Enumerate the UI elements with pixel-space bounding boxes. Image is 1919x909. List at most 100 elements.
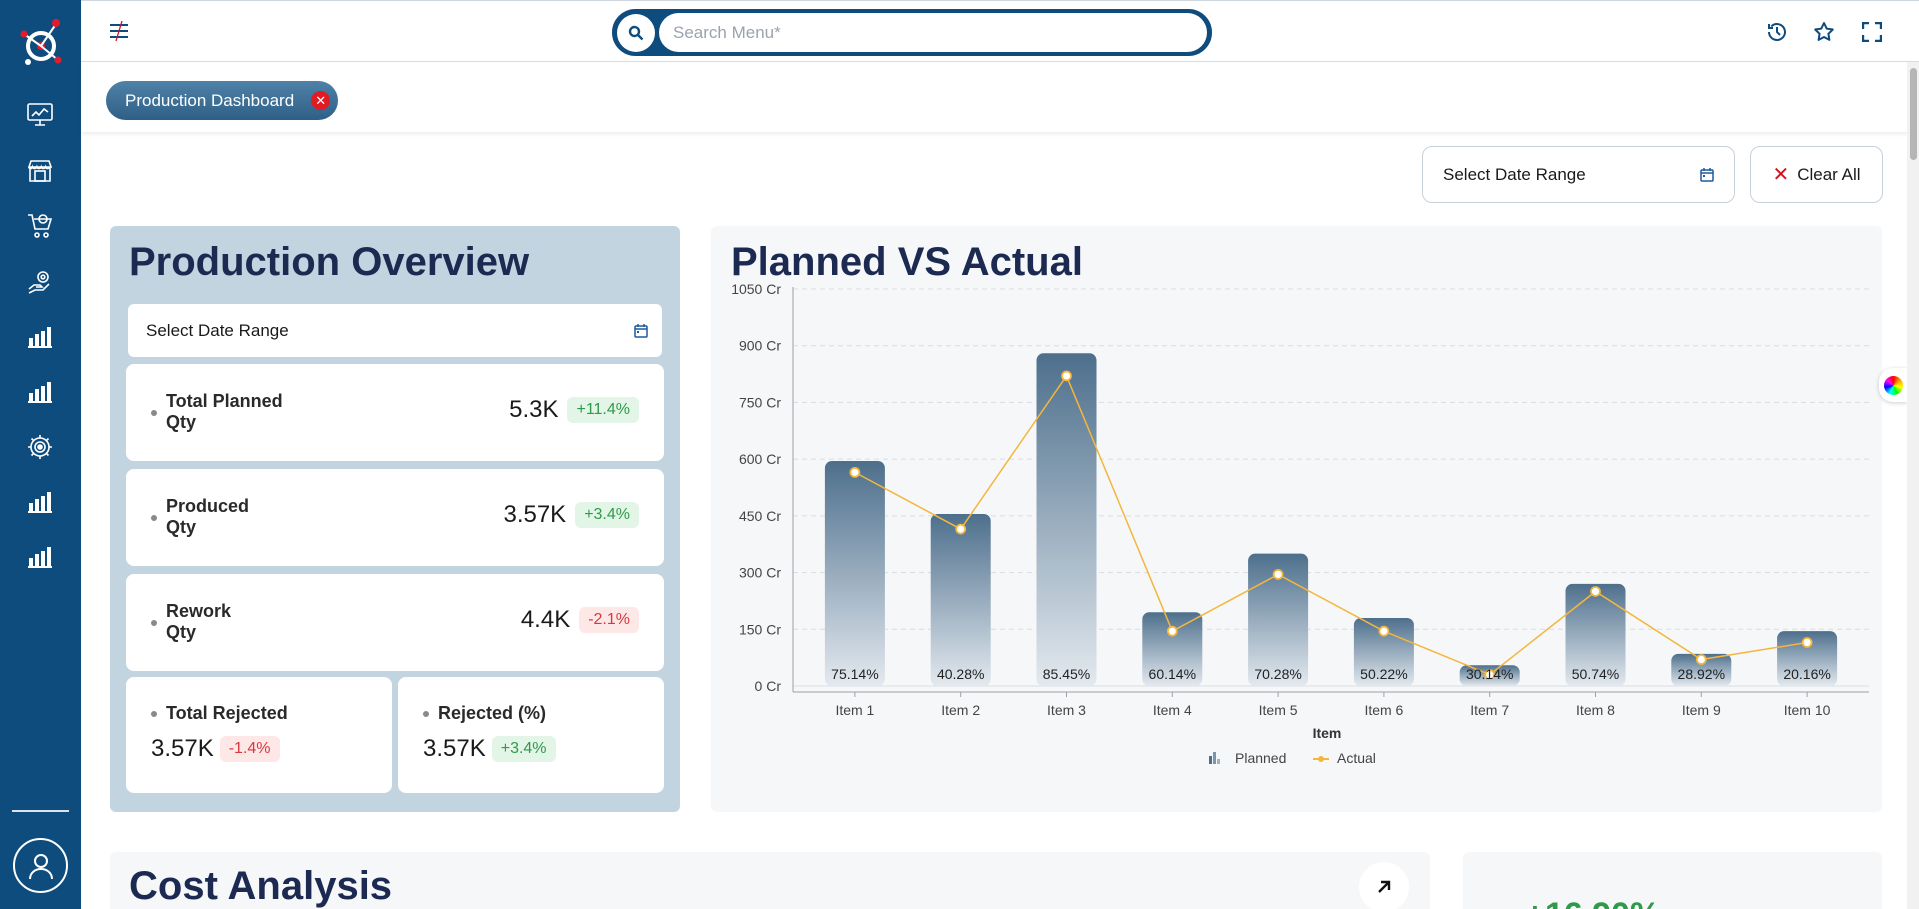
bar-data-label: 50.22% bbox=[1360, 666, 1407, 682]
tab-production-dashboard[interactable]: Production Dashboard ✕ bbox=[106, 81, 339, 120]
stat-card-produced: Produced Qty 3.57K +3.4% bbox=[126, 469, 664, 566]
kpi-percent: +16.90% bbox=[1525, 896, 1660, 909]
stat-label: Rework Qty bbox=[166, 601, 232, 642]
bar-planned bbox=[1671, 653, 1732, 686]
actual-point bbox=[1378, 625, 1390, 637]
search-bar bbox=[612, 9, 1212, 56]
stat-label: Total Planned Qty bbox=[166, 391, 283, 432]
stat-label: Total Rejected bbox=[166, 703, 288, 723]
legend-actual-label[interactable]: Actual bbox=[1337, 750, 1376, 766]
y-tick-label: 750 Cr bbox=[739, 394, 781, 410]
y-tick-label: 450 Cr bbox=[739, 508, 781, 524]
sidebar-divider bbox=[12, 810, 69, 812]
x-tick-label: Item 6 bbox=[1364, 702, 1403, 718]
menu-toggle-icon[interactable] bbox=[107, 19, 131, 43]
bar-chart-icon[interactable] bbox=[25, 377, 55, 407]
planned-vs-actual-panel: Planned VS Actual 0 Cr 150 Cr 300 Cr 450 Cr… bbox=[711, 226, 1882, 812]
bar-planned bbox=[1036, 353, 1097, 686]
calendar-icon bbox=[634, 323, 648, 338]
stat-card-total-rejected: Total Rejected 3.57K -1.4% bbox=[126, 677, 392, 793]
legend-planned-icon[interactable] bbox=[1209, 752, 1220, 764]
x-axis-title: Item bbox=[1313, 725, 1342, 741]
bar-chart-icon[interactable] bbox=[25, 322, 55, 352]
actual-line bbox=[854, 374, 1808, 676]
hand-gear-icon[interactable] bbox=[25, 267, 55, 297]
bar-planned bbox=[1142, 612, 1203, 686]
theme-picker-button[interactable] bbox=[1879, 368, 1907, 402]
actual-point bbox=[1590, 586, 1601, 597]
overview-date-range-picker[interactable]: Select Date Range bbox=[128, 304, 662, 357]
bar-data-label: 30.14% bbox=[1466, 666, 1513, 682]
date-range-label: Select Date Range bbox=[1443, 164, 1586, 184]
bullet-dot bbox=[151, 410, 157, 416]
bar-planned bbox=[930, 513, 991, 686]
planned-vs-actual-chart: 0 Cr 150 Cr 300 Cr 450 Cr 600 Cr 750 Cr 900 Cr… bbox=[731, 281, 1869, 766]
cost-analysis-panel: Cost Analysis bbox=[110, 852, 1430, 909]
cart-icon[interactable] bbox=[25, 211, 55, 241]
bar-data-label: 75.14% bbox=[831, 666, 878, 682]
bar-planned bbox=[1565, 583, 1626, 686]
panel-title: Cost Analysis bbox=[129, 864, 393, 908]
bullet-dot bbox=[151, 711, 157, 717]
top-bar bbox=[81, 0, 1919, 62]
legend-actual-icon[interactable] bbox=[1313, 756, 1329, 762]
bar-data-label: 20.16% bbox=[1783, 666, 1830, 682]
panel-title: Production Overview bbox=[129, 240, 530, 284]
actual-point bbox=[1166, 625, 1178, 637]
legend-planned-label[interactable]: Planned bbox=[1235, 750, 1286, 766]
date-range-picker[interactable]: Select Date Range bbox=[1422, 146, 1735, 203]
bar-planned bbox=[1248, 553, 1309, 686]
actual-point bbox=[1272, 569, 1284, 580]
bar-data-label: 50.74% bbox=[1572, 666, 1619, 682]
monitor-dashboard-icon[interactable] bbox=[25, 100, 55, 130]
bar-data-label: 70.28% bbox=[1254, 666, 1301, 682]
date-range-label: Select Date Range bbox=[146, 320, 289, 340]
expand-button[interactable] bbox=[1359, 862, 1409, 909]
user-avatar-icon[interactable] bbox=[13, 838, 68, 893]
y-tick-label: 1050 Cr bbox=[731, 281, 781, 297]
bar-chart-icon[interactable] bbox=[25, 487, 55, 517]
bar-planned bbox=[1353, 617, 1414, 686]
stat-card-total-planned: Total Planned Qty 5.3K +11.4% bbox=[126, 364, 664, 461]
trend-badge: -1.4% bbox=[219, 736, 280, 762]
stat-value: 3.57K bbox=[423, 735, 486, 762]
close-icon: ✕ bbox=[1772, 164, 1790, 186]
calendar-icon bbox=[1700, 167, 1714, 182]
actual-point bbox=[849, 466, 861, 478]
stat-value: 3.57K bbox=[503, 501, 567, 528]
clear-all-button[interactable]: ✕ Clear All bbox=[1750, 146, 1883, 203]
bar-data-label: 40.28% bbox=[937, 666, 984, 682]
stat-card-rejected-percent: Rejected (%) 3.57K +3.4% bbox=[398, 677, 664, 793]
x-tick-label: Item 3 bbox=[1047, 702, 1086, 718]
star-icon[interactable] bbox=[1811, 19, 1837, 45]
x-tick-label: Item 1 bbox=[835, 702, 874, 718]
trend-badge: +11.4% bbox=[567, 397, 639, 423]
search-icon[interactable] bbox=[617, 13, 655, 52]
bar-data-label: 60.14% bbox=[1149, 666, 1196, 682]
app-logo-icon[interactable] bbox=[18, 16, 64, 72]
history-icon[interactable] bbox=[1764, 19, 1790, 45]
y-tick-label: 150 Cr bbox=[739, 621, 781, 637]
store-icon[interactable] bbox=[25, 156, 55, 186]
y-tick-label: 300 Cr bbox=[739, 565, 781, 581]
scroll-thumb[interactable] bbox=[1910, 68, 1917, 160]
close-icon[interactable]: ✕ bbox=[311, 91, 331, 110]
bar-data-label: 28.92% bbox=[1678, 666, 1725, 682]
sidebar bbox=[0, 0, 81, 909]
x-tick-label: Item 9 bbox=[1682, 702, 1721, 718]
kpi-card: +16.90% bbox=[1463, 852, 1882, 909]
page-scrollbar[interactable] bbox=[1907, 62, 1919, 909]
search-input[interactable] bbox=[659, 13, 1207, 52]
color-wheel-icon bbox=[1883, 375, 1903, 395]
fullscreen-icon[interactable] bbox=[1859, 19, 1885, 45]
y-tick-label: 600 Cr bbox=[739, 451, 781, 467]
stat-label: Rejected (%) bbox=[438, 703, 547, 723]
settings-cog-icon[interactable] bbox=[25, 432, 55, 462]
bullet-dot bbox=[423, 711, 429, 717]
trend-badge: +3.4% bbox=[491, 736, 556, 762]
actual-point bbox=[1695, 654, 1707, 665]
bullet-dot bbox=[151, 515, 157, 521]
bar-data-label: 85.45% bbox=[1043, 666, 1090, 682]
y-tick-label: 900 Cr bbox=[739, 338, 781, 354]
bar-chart-icon[interactable] bbox=[25, 542, 55, 572]
